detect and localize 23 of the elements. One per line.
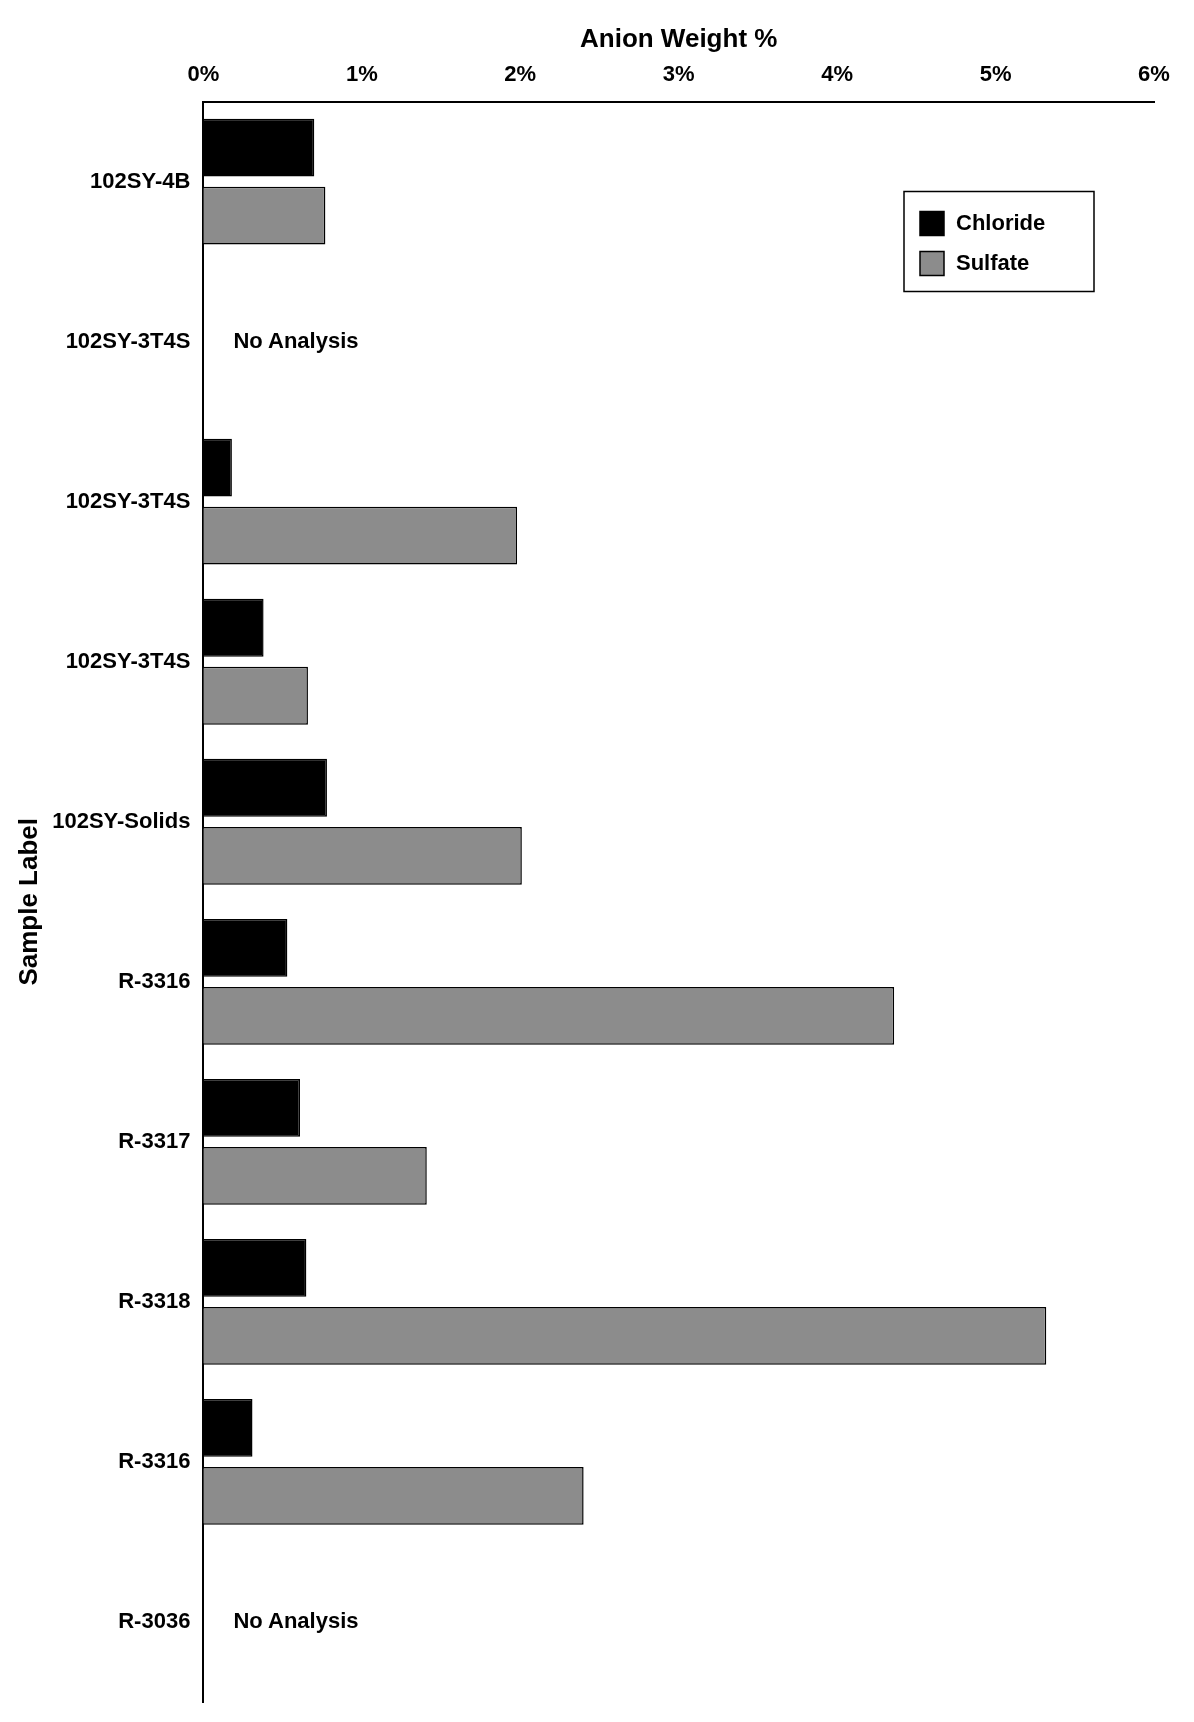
annotation: No Analysis (233, 1608, 359, 1634)
x-tick-label: 1% (345, 61, 378, 87)
y-tick-label: R-3316 (118, 1448, 191, 1473)
x-tick-label: 5% (979, 61, 1012, 87)
x-tick-label: 0% (187, 61, 220, 87)
x-tick-label: 4% (821, 61, 854, 87)
legend-label: Chloride (956, 209, 1046, 235)
y-tick-label: 102SY-4B (90, 167, 191, 193)
y-axis-title: Sample Label (12, 817, 43, 986)
x-axis-title: Anion Weight % (579, 22, 778, 53)
x-tick-label: 2% (504, 61, 537, 87)
y-tick-label: 102SY-3T4S (65, 327, 191, 353)
y-tick-label: 102SY-3T4S (65, 647, 191, 673)
x-tick-label: 3% (662, 61, 695, 87)
annotation: No Analysis (233, 327, 359, 353)
y-tick-label: 102SY-Solids (52, 807, 191, 833)
y-tick-label: 102SY-3T4S (65, 487, 191, 513)
y-tick-label: R-3318 (118, 1287, 191, 1313)
y-tick-label: R-3316 (118, 967, 191, 993)
y-tick-label: R-3036 (118, 1608, 191, 1634)
y-tick-label: R-3317 (118, 1127, 191, 1153)
legend-label: Sulfate (956, 249, 1030, 275)
x-tick-label: 6% (1138, 61, 1170, 87)
